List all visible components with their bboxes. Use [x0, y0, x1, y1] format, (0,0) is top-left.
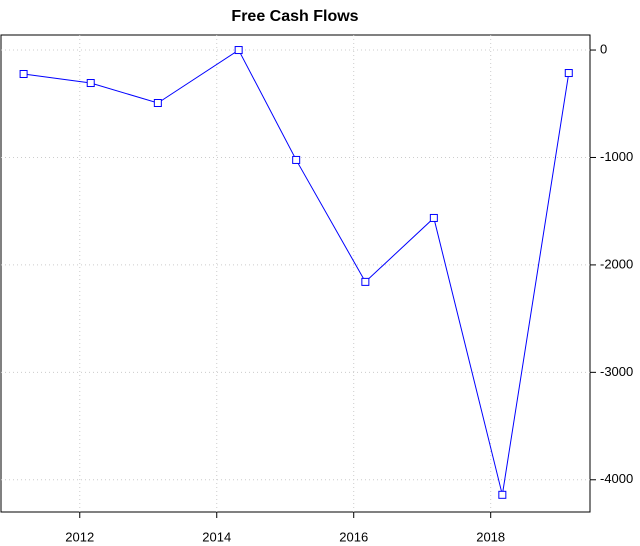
x-tick-label: 2014 — [202, 529, 231, 544]
point-marker — [564, 69, 573, 78]
data-line — [23, 49, 570, 495]
point-marker — [234, 46, 243, 55]
y-tick-label: -1000 — [600, 149, 633, 164]
point-marker — [153, 99, 162, 108]
y-tick-label: -4000 — [600, 471, 633, 486]
point-marker — [429, 213, 438, 222]
y-tick-label: -3000 — [600, 364, 633, 379]
point-marker — [86, 79, 95, 88]
point-marker — [361, 277, 370, 286]
plot-frame — [0, 34, 591, 513]
point-marker — [498, 490, 507, 499]
point-marker — [292, 155, 301, 164]
y-tick-label: 0 — [600, 41, 607, 56]
chart-title: Free Cash Flows — [231, 8, 358, 25]
y-tick-label: -2000 — [600, 256, 633, 271]
x-tick-label: 2018 — [476, 529, 505, 544]
x-tick-label: 2012 — [65, 529, 94, 544]
x-tick-label: 2016 — [339, 529, 368, 544]
point-marker — [19, 69, 28, 78]
